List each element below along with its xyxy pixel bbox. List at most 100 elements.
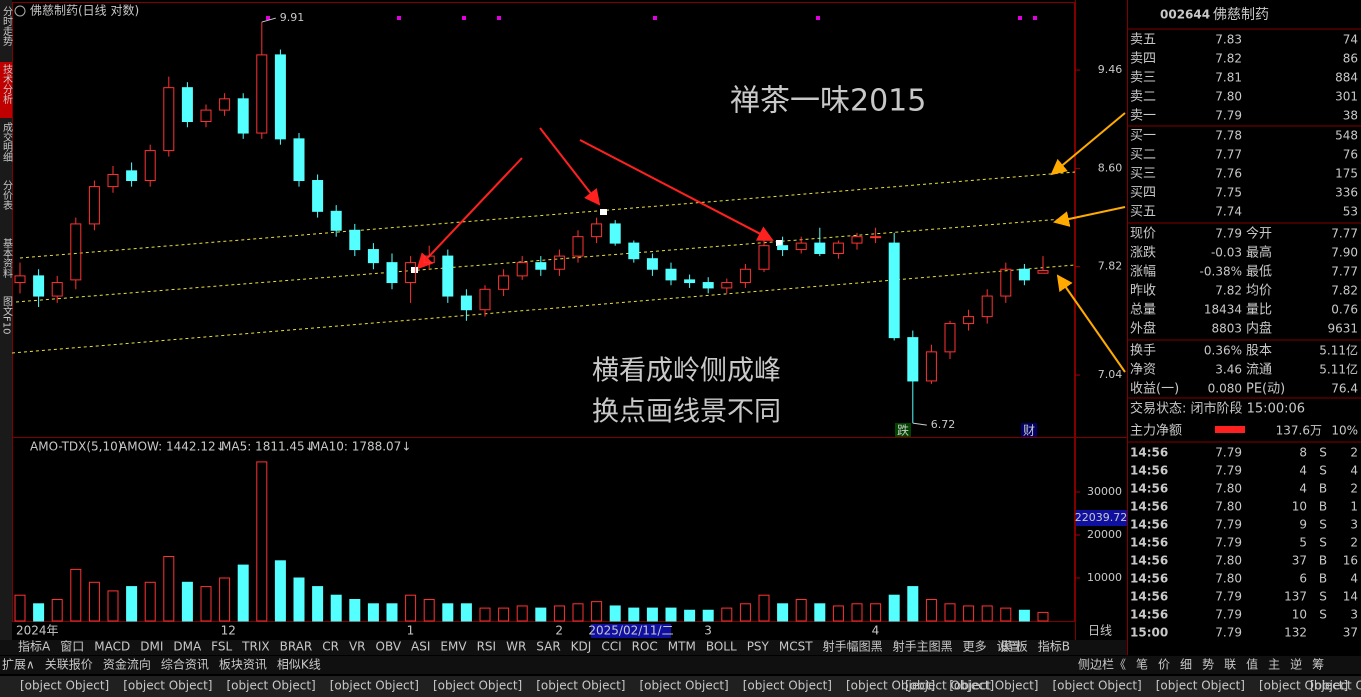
sidebar-tab[interactable]: 分价表 — [1, 180, 13, 211]
order-price: 7.81 — [1215, 71, 1242, 85]
side-tab[interactable]: 主 — [1268, 658, 1280, 672]
indicator-tab[interactable]: CR — [322, 640, 339, 654]
indicator-tab[interactable]: TRIX — [241, 640, 269, 654]
indicator-tab[interactable]: PSY — [747, 640, 770, 654]
candle-body — [739, 268, 751, 284]
sidebar-tab[interactable]: 分时走势 — [1, 6, 13, 47]
volume-bar — [851, 603, 863, 622]
volume-bar — [739, 603, 751, 622]
trade-time: 14:56 — [1130, 554, 1168, 568]
volume-bar — [274, 560, 286, 622]
status-item: [object Object] — [227, 679, 316, 693]
stat-value: 0.76 — [1331, 303, 1358, 317]
x-tick-label: 3 — [704, 624, 712, 638]
status-item: [object Object] — [536, 679, 625, 693]
side-tab[interactable]: 逆 — [1290, 657, 1302, 672]
x-tick-label: 2024年 — [16, 624, 59, 638]
info-tab[interactable]: 关联报价 — [45, 657, 93, 672]
side-tab[interactable]: 价 — [1158, 658, 1170, 672]
side-tab[interactable]: 细 — [1180, 658, 1192, 672]
indicator-tab[interactable]: MCST — [779, 640, 813, 654]
side-tab[interactable]: 势 — [1202, 658, 1214, 672]
indicator-tab[interactable]: MTM — [668, 640, 696, 654]
candle-body — [237, 98, 249, 134]
sidebar-tab[interactable]: 基本资料 — [1, 237, 13, 279]
info-tab[interactable]: 综合资讯 — [161, 657, 209, 672]
indicator-tab[interactable]: ASI — [411, 640, 430, 654]
side-tab[interactable]: 筹 — [1312, 658, 1324, 672]
volume-bar — [386, 603, 398, 622]
trade-volume: 137 — [1284, 590, 1307, 604]
indicator-tab[interactable]: ROC — [632, 640, 658, 654]
volume-bar — [163, 556, 175, 622]
indicator-tab[interactable]: MACD — [94, 640, 130, 654]
low-pointer — [912, 422, 927, 426]
y-tick-label: 7.04 — [1098, 368, 1123, 381]
indicator-tab[interactable]: EMV — [440, 640, 467, 654]
indicator-tab[interactable]: CCI — [601, 640, 621, 654]
indicator-tab[interactable]: 模 板 — [1000, 640, 1028, 654]
candle-body — [702, 282, 714, 289]
sidebar-tab[interactable]: 图文F10 — [1, 296, 13, 335]
menu-icon[interactable] — [14, 5, 26, 17]
drawing-handles[interactable] — [411, 209, 783, 273]
indicator-tab[interactable]: BOLL — [706, 640, 737, 654]
indicator-tab[interactable]: 指标B — [1038, 639, 1070, 654]
indicator-tab[interactable]: BRAR — [280, 640, 313, 654]
volume-bar — [423, 599, 435, 622]
info-tab[interactable]: 相似K线 — [277, 658, 321, 672]
indicator-tab[interactable]: 射手主图黑 — [893, 639, 953, 654]
trade-side: B — [1319, 554, 1327, 568]
indicator-tab[interactable]: 窗口 — [60, 640, 84, 654]
indicator-tab[interactable]: WR — [506, 640, 526, 654]
sidebar-tab[interactable]: 成交明细 — [1, 122, 13, 162]
volume-bar — [1018, 609, 1030, 622]
info-tab[interactable]: 资金流向 — [103, 657, 151, 672]
order-price: 7.74 — [1215, 205, 1242, 219]
indicator-tab[interactable]: VR — [349, 640, 366, 654]
indicator-tab[interactable]: DMA — [173, 640, 202, 654]
side-tab[interactable]: 侧边栏《 — [1078, 657, 1126, 672]
trade-count: 4 — [1350, 572, 1358, 586]
indicator-tab[interactable]: OBV — [376, 640, 402, 654]
candle-body — [795, 242, 807, 251]
side-tab[interactable]: 联 — [1224, 658, 1236, 672]
trade-price: 7.79 — [1215, 626, 1242, 640]
side-tab[interactable]: 值 — [1246, 657, 1258, 672]
status-item: [object Object] — [949, 679, 1038, 693]
candle-body — [274, 54, 286, 140]
candle-body — [163, 87, 175, 152]
indicator-tab[interactable]: 更多 — [963, 640, 987, 654]
info-tab[interactable]: 板块资讯 — [219, 658, 267, 672]
trade-side: B — [1319, 572, 1327, 586]
event-markers — [266, 16, 1037, 20]
trade-time: 14:56 — [1130, 446, 1168, 460]
order-label: 买三 — [1130, 167, 1156, 182]
volume-bar — [907, 586, 919, 622]
low-label: 6.72 — [931, 418, 956, 431]
candle-body — [107, 173, 119, 188]
indicator-tab[interactable]: RSI — [477, 640, 497, 654]
event-badge[interactable] — [1021, 423, 1037, 437]
x-tick-label: 2 — [555, 624, 563, 638]
sidebar-tab[interactable]: 技术分析 — [1, 63, 13, 105]
event-badge[interactable] — [895, 423, 911, 437]
candle-body — [907, 337, 919, 382]
candle-body — [144, 150, 156, 182]
indicator-tab[interactable]: SAR — [536, 640, 560, 654]
indicator-tab[interactable]: FSL — [211, 640, 232, 654]
indicator-tab[interactable]: KDJ — [571, 640, 592, 654]
sidebar-tab-active — [0, 62, 12, 118]
indicator-tab[interactable]: 射手幅图黑 — [823, 639, 883, 654]
side-tab[interactable]: 笔 — [1136, 657, 1148, 672]
volume-bar — [479, 607, 491, 622]
trade-count: 37 — [1343, 626, 1358, 640]
candle-body — [944, 323, 956, 353]
indicator-tab[interactable]: 设置 — [997, 640, 1021, 654]
info-tab[interactable]: 扩展∧ — [2, 658, 35, 672]
y-tick-label: 30000 — [1087, 485, 1122, 498]
volume-bar — [628, 607, 640, 622]
trade-price: 7.79 — [1215, 518, 1242, 532]
indicator-tab[interactable]: DMI — [140, 640, 163, 654]
indicator-tab[interactable]: 指标A — [18, 639, 51, 654]
